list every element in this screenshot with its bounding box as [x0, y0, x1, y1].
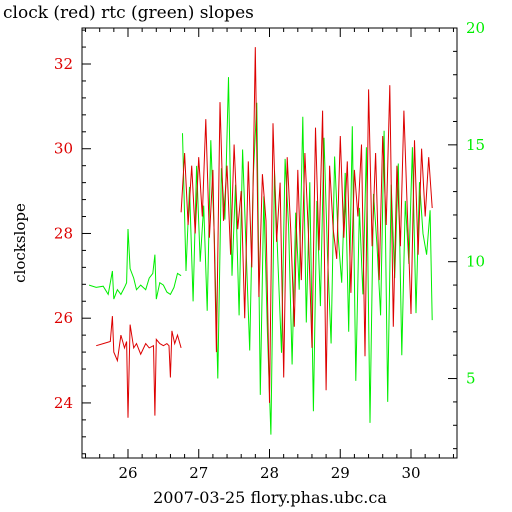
y-left-tick-label: 26: [54, 309, 73, 327]
clock-series-line-0: [96, 316, 182, 418]
y-right-tick-label: 20: [466, 19, 485, 37]
y-left-tick-label: 32: [54, 55, 73, 73]
y-right-tick-label: 15: [466, 136, 485, 154]
y-left-tick-label: 30: [54, 140, 73, 158]
x-tick-label: 28: [260, 464, 279, 482]
y-axis-label: clockslope: [11, 203, 29, 283]
y-right-tick-label: 5: [466, 370, 476, 388]
x-tick-label: 26: [118, 464, 137, 482]
x-axis-label: 2007-03-25 flory.phas.ubc.ca: [153, 488, 387, 507]
y-right-tick-label: 10: [466, 253, 485, 271]
chart-title: clock (red) rtc (green) slopes: [3, 3, 254, 23]
y-left-tick-label: 24: [54, 394, 73, 412]
series-layer: [88, 47, 433, 435]
clock-series-line-1: [180, 47, 433, 403]
rtc-series-line-0: [88, 228, 182, 300]
y-left-tick-label: 28: [54, 224, 73, 242]
axes-layer: 26 27 28 29 30 24 26 28 30 32 5 10 15 20: [54, 19, 485, 482]
x-tick-label: 27: [189, 464, 208, 482]
x-tick-label: 30: [401, 464, 420, 482]
plot-frame: [81, 27, 458, 459]
x-tick-label: 29: [331, 464, 350, 482]
